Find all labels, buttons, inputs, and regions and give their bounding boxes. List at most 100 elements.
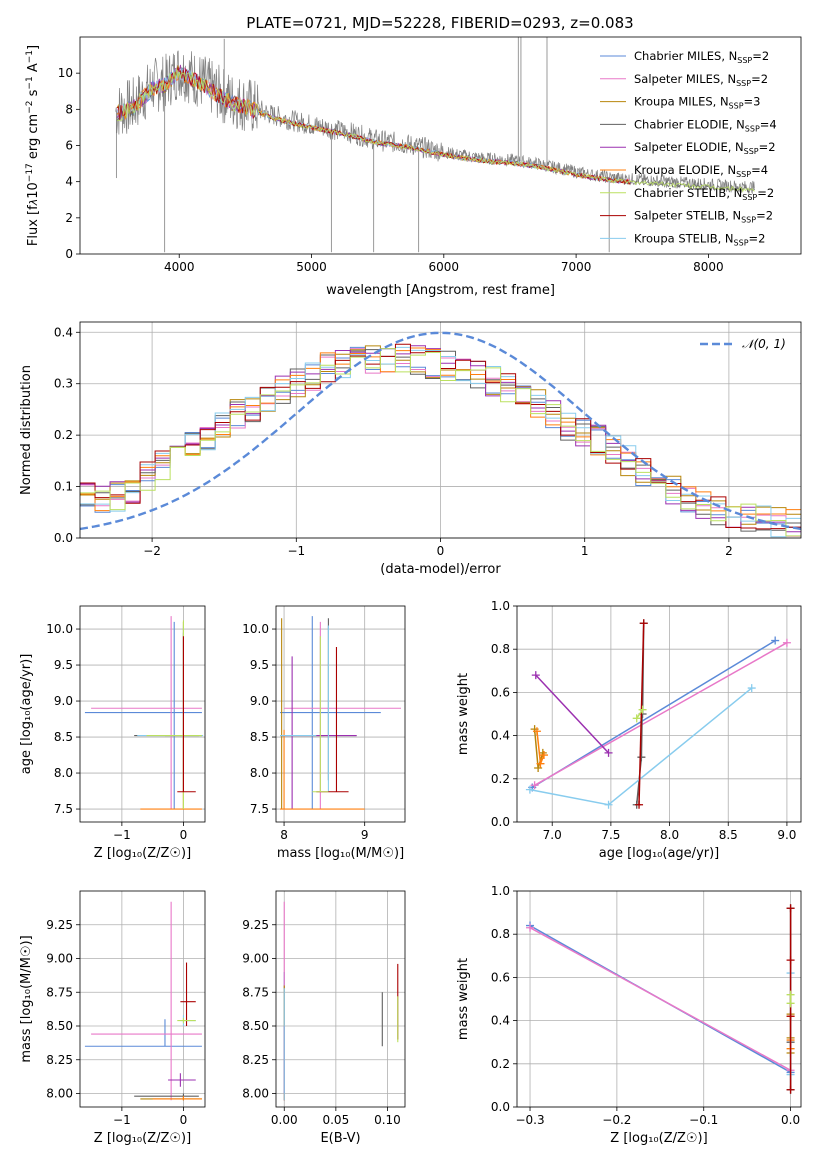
- weight-marker: [786, 990, 795, 999]
- y-tick-label: 8.50: [242, 1019, 269, 1033]
- y-tick-label: 0.0: [491, 1100, 510, 1114]
- x-tick-label: 8000: [693, 260, 724, 274]
- x-tick-label: −0.3: [515, 1113, 544, 1127]
- y-tick-label: 0.4: [54, 325, 73, 339]
- plot-area: [525, 619, 791, 809]
- mass-vs-metallicity-panel: −1 0 8.00 8.25 8.50 8.75 9.00 9.25 Z [log₁₀(Z/Z☉…: [19, 890, 206, 1146]
- x-tick-label: 5000: [296, 260, 327, 274]
- y-tick-label: 0.1: [54, 480, 73, 494]
- weight-marker: [786, 1085, 795, 1094]
- x-tick-label: 0.05: [322, 1113, 349, 1127]
- y-axis-label: mass weight: [456, 673, 471, 755]
- y-tick-label: 8.5: [54, 730, 73, 744]
- y-tick-label: 8.5: [250, 730, 269, 744]
- x-tick-label: 7.5: [601, 828, 620, 842]
- y-tick-label: 1.0: [491, 599, 510, 613]
- y-axis-label: mass [log₁₀(M/M☉)]: [19, 935, 34, 1062]
- weight-marker: [525, 785, 534, 794]
- x-tick-label: −0.2: [602, 1113, 631, 1127]
- y-tick-label: 8.50: [46, 1019, 73, 1033]
- legend-entry: Kroupa MILES, NSSP=3: [634, 95, 760, 111]
- age-vs-metallicity-panel: −1 0 7.5 8.0 8.5 9.0 9.5 10.0 Z [log₁₀(Z/Z☉)] age…: [19, 605, 206, 861]
- y-tick-label: 8.25: [242, 1053, 269, 1067]
- y-axis-label: mass weight: [456, 958, 471, 1040]
- x-tick-label: 7000: [561, 260, 592, 274]
- y-axis-label: age [log₁₀(age/yr)]: [19, 654, 34, 775]
- weight-marker: [534, 764, 543, 772]
- axes-frame: [79, 890, 206, 1108]
- y-tick-label: 4: [65, 175, 73, 189]
- x-tick-label: −1: [287, 544, 305, 558]
- y-tick-label: 0.6: [491, 970, 510, 984]
- y-tick-label: 9.25: [242, 918, 269, 932]
- x-tick-label: 4000: [164, 260, 195, 274]
- weight-line: [536, 731, 545, 764]
- x-axis-label: Z [log₁₀(Z/Z☉)]: [610, 1131, 707, 1146]
- y-tick-label: 8.75: [242, 985, 269, 999]
- gaussian-legend-label: 𝒩(0, 1): [742, 337, 786, 351]
- x-axis-label: E(B-V): [320, 1131, 360, 1146]
- x-tick-label: 1: [581, 544, 589, 558]
- weight-marker: [635, 800, 644, 809]
- grid: [276, 891, 405, 1107]
- weight-marker: [632, 714, 641, 723]
- x-tick-label: 9: [361, 828, 369, 842]
- y-tick-label: 0.2: [491, 772, 510, 786]
- model-spectrum: [116, 67, 755, 193]
- weight-line: [636, 709, 644, 719]
- y-tick-label: 0.3: [54, 377, 73, 391]
- weight-marker: [747, 684, 756, 693]
- spectrum-legend: Chabrier MILES, NSSP=2 Salpeter MILES, NS…: [600, 49, 777, 247]
- y-tick-label: 10.0: [242, 622, 269, 636]
- x-tick-label: 0: [180, 1113, 188, 1127]
- grid: [80, 606, 205, 822]
- weight-marker: [604, 748, 613, 757]
- y-axis-label: Flux [fλ10−17 erg cm−2 s−1 A−1]: [25, 45, 41, 246]
- y-tick-label: 10: [58, 66, 73, 80]
- x-tick-label: 9.0: [777, 828, 796, 842]
- axes-frame: [516, 890, 802, 1108]
- weight-line: [534, 642, 788, 786]
- x-axis-label: Z [log₁₀(Z/Z☉)]: [94, 846, 191, 861]
- weight-marker: [526, 923, 535, 932]
- weight-line: [535, 674, 610, 754]
- x-tick-label: 0.10: [374, 1113, 401, 1127]
- y-tick-label: 7.5: [54, 802, 73, 816]
- weight-marker: [786, 999, 795, 1008]
- y-tick-label: 0.0: [54, 531, 73, 545]
- y-tick-label: 9.5: [54, 658, 73, 672]
- x-axis-label: (data-model)/error: [380, 562, 501, 577]
- plot-area: [115, 37, 755, 253]
- y-axis-label: Normed distribution: [19, 365, 34, 495]
- age-vs-mass-panel: 8 9 7.5 8.0 8.5 9.0 9.5 10.0 mass [log₁₀(M/M☉)]: [242, 605, 406, 861]
- grid: [276, 606, 405, 822]
- mass-vs-ebv-panel: 0.00 0.05 0.10 8.00 8.25 8.50 8.75 9.00 9.25 E(B-…: [242, 890, 406, 1146]
- y-tick-label: 9.25: [46, 918, 73, 932]
- axes-frame: [79, 321, 802, 539]
- x-tick-label: 8.0: [660, 828, 679, 842]
- x-axis-label: wavelength [Angstrom, rest frame]: [326, 283, 555, 298]
- y-tick-label: 9.00: [46, 952, 73, 966]
- legend-entry: Salpeter STELIB, NSSP=2: [634, 209, 773, 225]
- y-tick-label: 9.0: [54, 694, 73, 708]
- x-tick-label: 8.5: [719, 828, 738, 842]
- figure-title: PLATE=0721, MJD=52228, FIBERID=0293, z=0…: [246, 14, 633, 32]
- y-tick-label: 2: [65, 211, 73, 225]
- legend-entry: Chabrier STELIB, NSSP=2: [634, 186, 774, 202]
- weight-vs-age-panel: 7.0 7.5 8.0 8.5 9.0 0.0 0.2 0.4 0.6 0.8 1.0 age [lo…: [456, 599, 802, 861]
- legend-entry: Kroupa ELODIE, NSSP=4: [634, 163, 768, 179]
- x-axis-label: age [log₁₀(age/yr)]: [599, 846, 720, 861]
- residuals-panel: −2 −1 0 1 2 0.0 0.1 0.2 0.3 0.4 (data-model)/error…: [19, 321, 802, 577]
- grid: [80, 891, 205, 1107]
- weight-marker: [532, 727, 541, 736]
- legend-entry: Salpeter MILES, NSSP=2: [634, 72, 768, 88]
- y-tick-label: 8.25: [46, 1053, 73, 1067]
- y-tick-label: 0.2: [491, 1057, 510, 1071]
- weight-marker: [771, 636, 780, 645]
- y-tick-label: 0.4: [491, 1014, 510, 1028]
- y-tick-label: 9.0: [250, 694, 269, 708]
- x-tick-label: 8: [280, 828, 288, 842]
- y-tick-label: 0.0: [491, 815, 510, 829]
- x-axis-label: Z [log₁₀(Z/Z☉)]: [94, 1131, 191, 1146]
- weight-marker: [639, 619, 648, 628]
